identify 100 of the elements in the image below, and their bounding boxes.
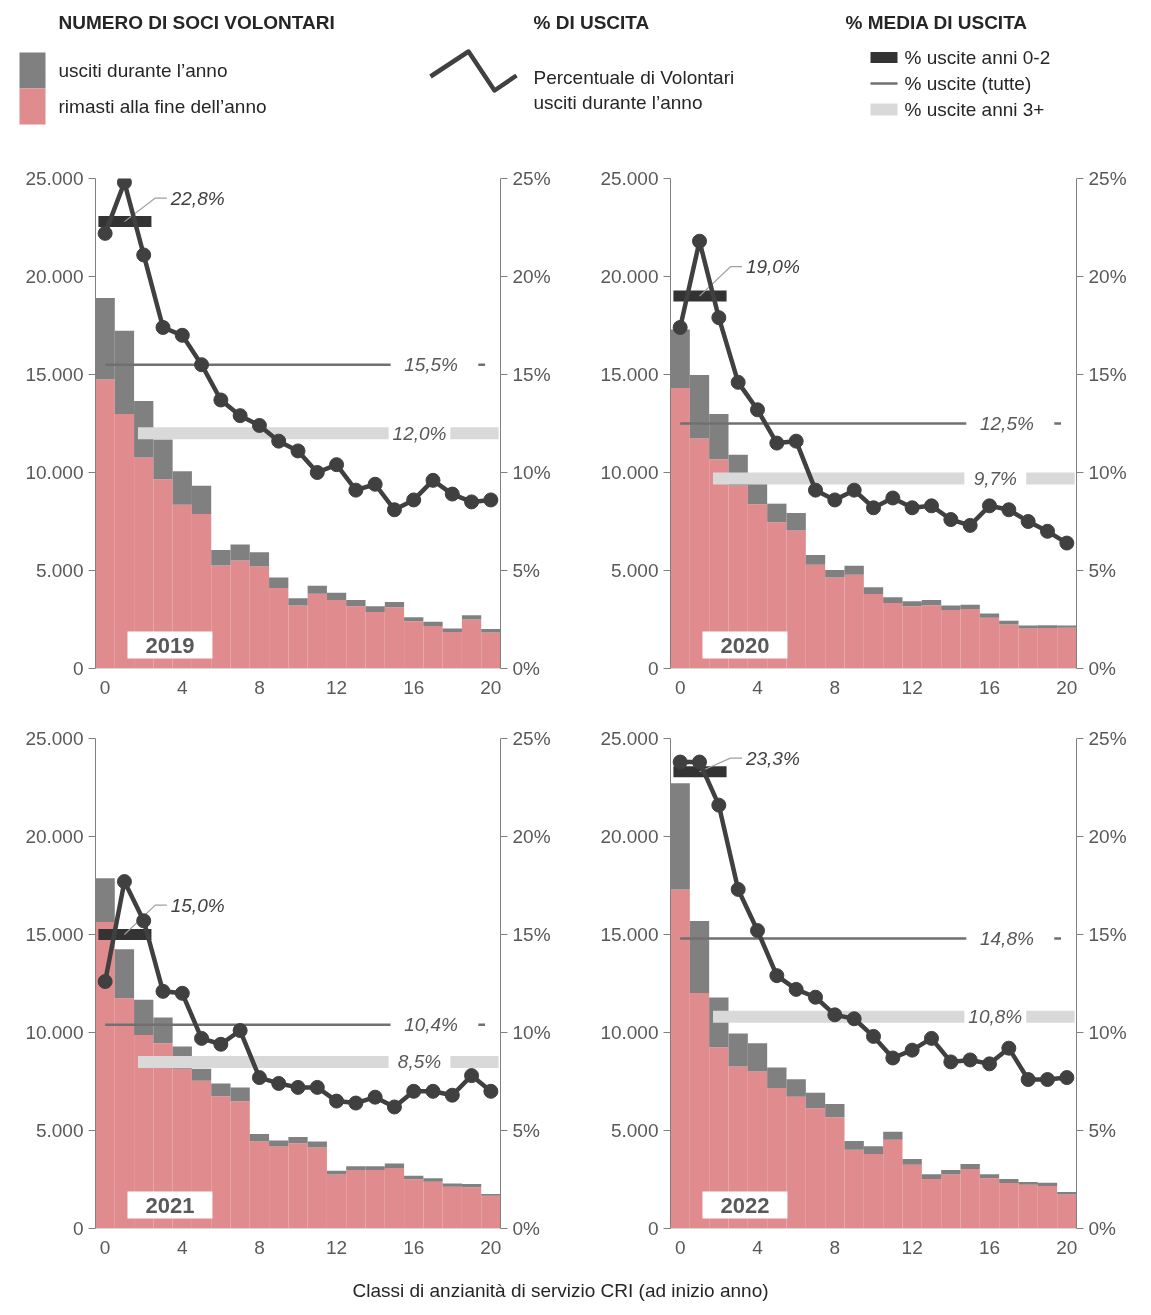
point: [750, 402, 765, 418]
y2-tick-label: 20%: [512, 826, 551, 847]
y2-tick-label: 20%: [1088, 826, 1127, 847]
y-tick-label: 20.000: [25, 826, 84, 847]
y2-tick-label: 20%: [1088, 266, 1127, 287]
legend-label: Percentuale di Volontari usciti durante l’anno: [533, 67, 735, 113]
point: [136, 247, 152, 263]
y2-tick-label: 5%: [512, 560, 541, 581]
point: [290, 1079, 306, 1095]
point: [155, 319, 171, 335]
legend-label: rimasti alla fine dell’anno: [58, 96, 267, 117]
bar: [689, 920, 710, 994]
point: [348, 1095, 364, 1111]
point: [711, 797, 727, 813]
point: [97, 974, 113, 990]
point: [730, 881, 746, 897]
y2-tick-label: 0%: [1088, 658, 1117, 679]
point: [194, 357, 210, 373]
y2-tick-label: 10%: [512, 1022, 551, 1043]
x-tick-label: 12: [326, 1236, 348, 1258]
y-tick-label: 5.000: [35, 560, 84, 581]
point: [251, 417, 267, 433]
point: [808, 989, 823, 1005]
point: [213, 392, 229, 408]
y2-tick-label: 20%: [512, 266, 551, 287]
y2-tick-label: 5%: [512, 1120, 541, 1141]
x-tick-label: 0: [99, 1236, 111, 1258]
point: [329, 457, 345, 473]
text: % uscite (tutte): [904, 73, 1032, 94]
ref-line-label: 10,8%: [968, 1006, 1023, 1028]
y2-tick-label: 10%: [512, 462, 551, 483]
x-tick-label: 20: [1056, 1236, 1078, 1258]
point: [329, 1093, 345, 1109]
y-tick-label: 5.000: [610, 560, 659, 581]
point: [425, 1083, 441, 1099]
point: [348, 482, 364, 498]
point: [1020, 1072, 1036, 1088]
point: [1001, 502, 1017, 518]
point: [271, 1075, 287, 1091]
y-tick-label: 20.000: [25, 266, 84, 287]
text: % MEDIA DI USCITA: [845, 12, 1028, 33]
bar: [979, 1174, 1000, 1179]
x-tick-label: 8: [254, 676, 265, 698]
text: % uscite anni 3+: [904, 99, 1045, 120]
ref-line-label: 14,8%: [979, 927, 1034, 949]
point: [1059, 1070, 1075, 1086]
x-tick-label: 0: [99, 676, 111, 698]
y2-tick-label: 15%: [1088, 924, 1127, 945]
point: [827, 492, 843, 508]
point: [1040, 523, 1055, 539]
x-tick-label: 4: [177, 1236, 188, 1258]
bar: [269, 577, 289, 588]
x-tick-label: 20: [480, 676, 502, 698]
x-tick-label: 4: [177, 676, 188, 698]
x-tick-label: 16: [978, 1236, 1001, 1258]
bar: [114, 949, 135, 999]
y-tick-label: 20.000: [600, 266, 659, 287]
ref-line-label: 19,0%: [745, 256, 800, 278]
point: [924, 498, 939, 514]
point: [788, 433, 804, 449]
y2-tick-label: 5%: [1088, 560, 1117, 581]
point: [174, 985, 190, 1001]
ref-line-label: 15,5%: [404, 354, 459, 376]
point: [885, 490, 901, 506]
y2-tick-label: 25%: [512, 728, 551, 749]
point: [769, 435, 785, 451]
bar: [423, 621, 443, 626]
bar: [883, 1131, 903, 1140]
point: [116, 178, 132, 190]
x-tick-label: 4: [752, 676, 764, 698]
point: [808, 482, 823, 498]
point: [483, 492, 499, 508]
point: [788, 981, 804, 997]
y2-tick-label: 25%: [1088, 168, 1127, 189]
x-tick-label: 16: [978, 676, 1001, 698]
point: [444, 486, 460, 502]
y2-tick-label: 5%: [1088, 1120, 1117, 1141]
x-tick-label: 0: [674, 676, 686, 698]
text: NUMERO DI SOCI VOLONTARI: [58, 12, 335, 33]
x-tick-label: 12: [901, 1236, 923, 1258]
x-tick-label: 8: [829, 1236, 841, 1258]
point: [924, 1030, 939, 1046]
bar: [902, 1159, 922, 1165]
y-tick-label: 15.000: [600, 924, 659, 945]
point: [866, 1028, 881, 1044]
bar: [346, 599, 366, 607]
bar: [979, 613, 1000, 618]
point: [483, 1083, 499, 1099]
y-tick-label: 0: [647, 1218, 659, 1239]
point: [425, 472, 441, 488]
point: [672, 754, 688, 770]
y-tick-label: 15.000: [25, 364, 84, 385]
ref-line-label: 8,5%: [397, 1051, 442, 1073]
ref-line-label: 12,5%: [979, 413, 1034, 434]
text: 2021: [145, 1192, 195, 1218]
y-tick-label: 25.000: [25, 168, 84, 189]
y-tick-label: 0: [72, 658, 84, 679]
point: [769, 968, 785, 984]
text: % uscite anni 0-2: [904, 47, 1051, 68]
x-axis-title: Classi di anzianità di servizio CRI (ad inizio anno): [352, 1280, 769, 1301]
